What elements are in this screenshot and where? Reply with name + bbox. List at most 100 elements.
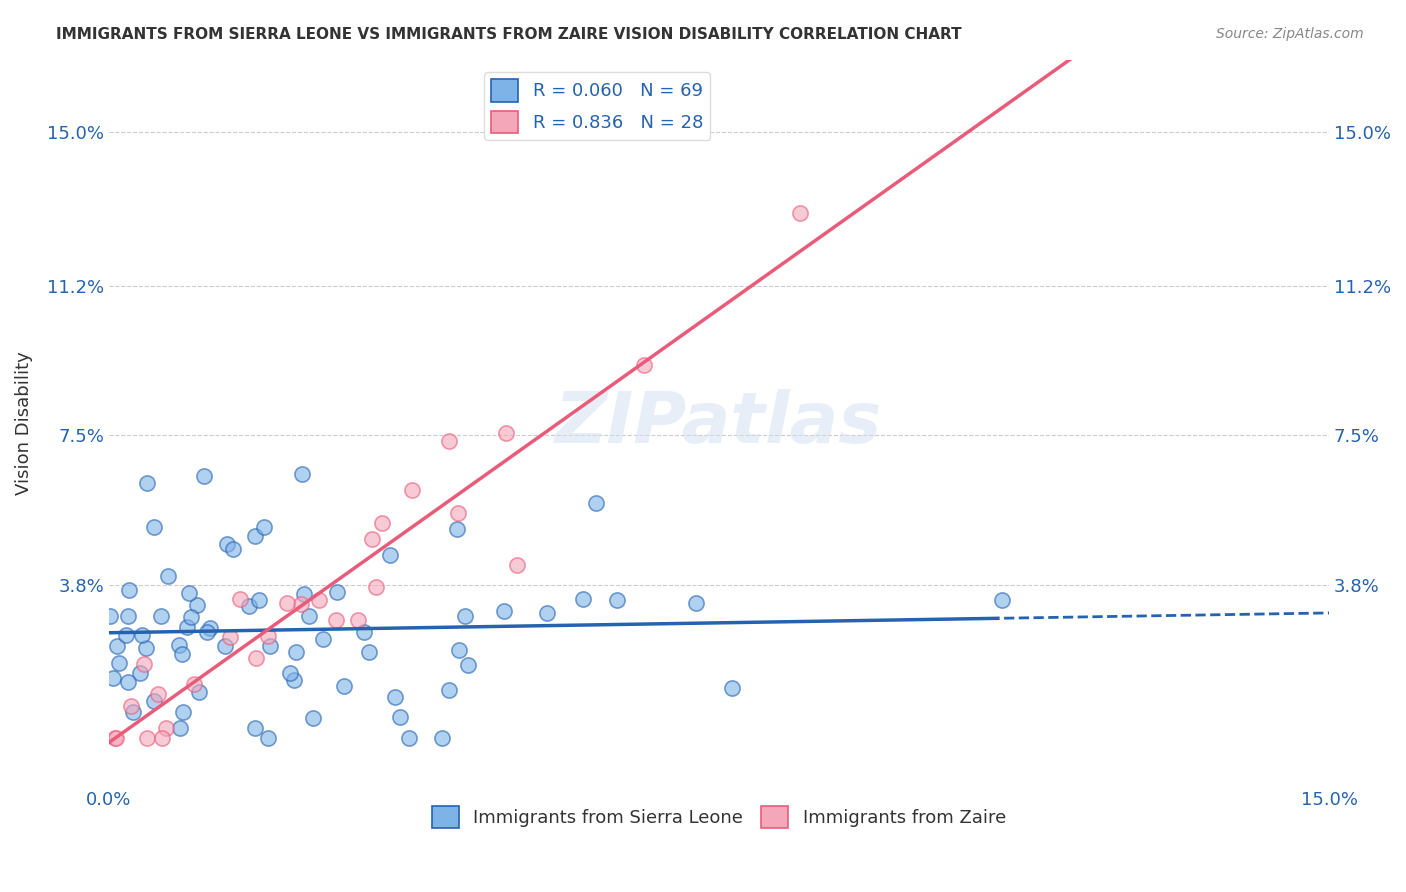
Point	[401, 483, 423, 497]
Point	[120, 698, 142, 713]
Point	[991, 593, 1014, 607]
Point	[156, 569, 179, 583]
Point	[572, 592, 595, 607]
Point	[177, 586, 200, 600]
Point	[278, 665, 301, 680]
Point	[378, 548, 401, 562]
Point	[117, 675, 139, 690]
Point	[326, 585, 349, 599]
Point	[243, 722, 266, 736]
Point	[186, 598, 208, 612]
Point	[347, 613, 370, 627]
Point	[200, 621, 222, 635]
Point	[176, 619, 198, 633]
Point	[155, 721, 177, 735]
Point	[276, 596, 298, 610]
Point	[585, 495, 607, 509]
Point	[183, 677, 205, 691]
Legend: Immigrants from Sierra Leone, Immigrants from Zaire: Immigrants from Sierra Leone, Immigrants…	[425, 799, 1014, 836]
Point	[104, 731, 127, 745]
Point	[129, 666, 152, 681]
Point	[457, 658, 479, 673]
Point	[325, 613, 347, 627]
Point	[398, 731, 420, 745]
Point	[136, 731, 159, 745]
Point	[353, 624, 375, 639]
Point	[506, 558, 529, 572]
Point	[134, 657, 156, 672]
Point	[311, 632, 333, 646]
Point	[131, 628, 153, 642]
Point	[187, 685, 209, 699]
Point	[298, 608, 321, 623]
Point	[439, 683, 461, 698]
Point	[364, 581, 387, 595]
Point	[495, 425, 517, 440]
Point	[146, 687, 169, 701]
Text: IMMIGRANTS FROM SIERRA LEONE VS IMMIGRANTS FROM ZAIRE VISION DISABILITY CORRELAT: IMMIGRANTS FROM SIERRA LEONE VS IMMIGRAN…	[56, 27, 962, 42]
Point	[789, 206, 811, 220]
Point	[302, 711, 325, 725]
Point	[98, 609, 121, 624]
Point	[384, 690, 406, 705]
Point	[169, 721, 191, 735]
Point	[197, 624, 219, 639]
Point	[437, 434, 460, 449]
Point	[357, 645, 380, 659]
Point	[361, 532, 384, 546]
Point	[107, 657, 129, 671]
Point	[257, 731, 280, 745]
Point	[135, 476, 157, 491]
Point	[217, 537, 239, 551]
Point	[494, 603, 516, 617]
Point	[453, 609, 475, 624]
Y-axis label: Vision Disability: Vision Disability	[15, 351, 32, 495]
Point	[117, 608, 139, 623]
Point	[170, 648, 193, 662]
Point	[193, 469, 215, 483]
Text: ZIPatlas: ZIPatlas	[555, 389, 883, 458]
Point	[685, 596, 707, 610]
Point	[101, 672, 124, 686]
Point	[135, 641, 157, 656]
Point	[371, 516, 394, 530]
Point	[219, 630, 242, 644]
Point	[114, 628, 136, 642]
Point	[247, 593, 270, 607]
Point	[104, 731, 127, 745]
Point	[294, 587, 316, 601]
Point	[290, 597, 312, 611]
Point	[245, 650, 267, 665]
Point	[214, 639, 236, 653]
Point	[118, 583, 141, 598]
Point	[238, 599, 260, 613]
Point	[167, 639, 190, 653]
Point	[222, 542, 245, 557]
Point	[283, 673, 305, 687]
Point	[245, 529, 267, 543]
Point	[149, 609, 172, 624]
Point	[142, 519, 165, 533]
Point	[388, 709, 411, 723]
Point	[447, 642, 470, 657]
Point	[447, 506, 470, 520]
Point	[143, 694, 166, 708]
Point	[291, 467, 314, 482]
Point	[150, 731, 173, 745]
Point	[721, 681, 744, 695]
Point	[536, 607, 558, 621]
Point	[180, 610, 202, 624]
Point	[606, 593, 628, 607]
Point	[446, 522, 468, 536]
Point	[256, 629, 278, 643]
Point	[333, 679, 356, 693]
Point	[228, 592, 250, 607]
Point	[253, 520, 276, 534]
Point	[284, 645, 307, 659]
Point	[105, 639, 128, 653]
Point	[259, 639, 281, 653]
Point	[633, 358, 655, 372]
Point	[308, 592, 330, 607]
Point	[430, 731, 453, 745]
Point	[172, 706, 194, 720]
